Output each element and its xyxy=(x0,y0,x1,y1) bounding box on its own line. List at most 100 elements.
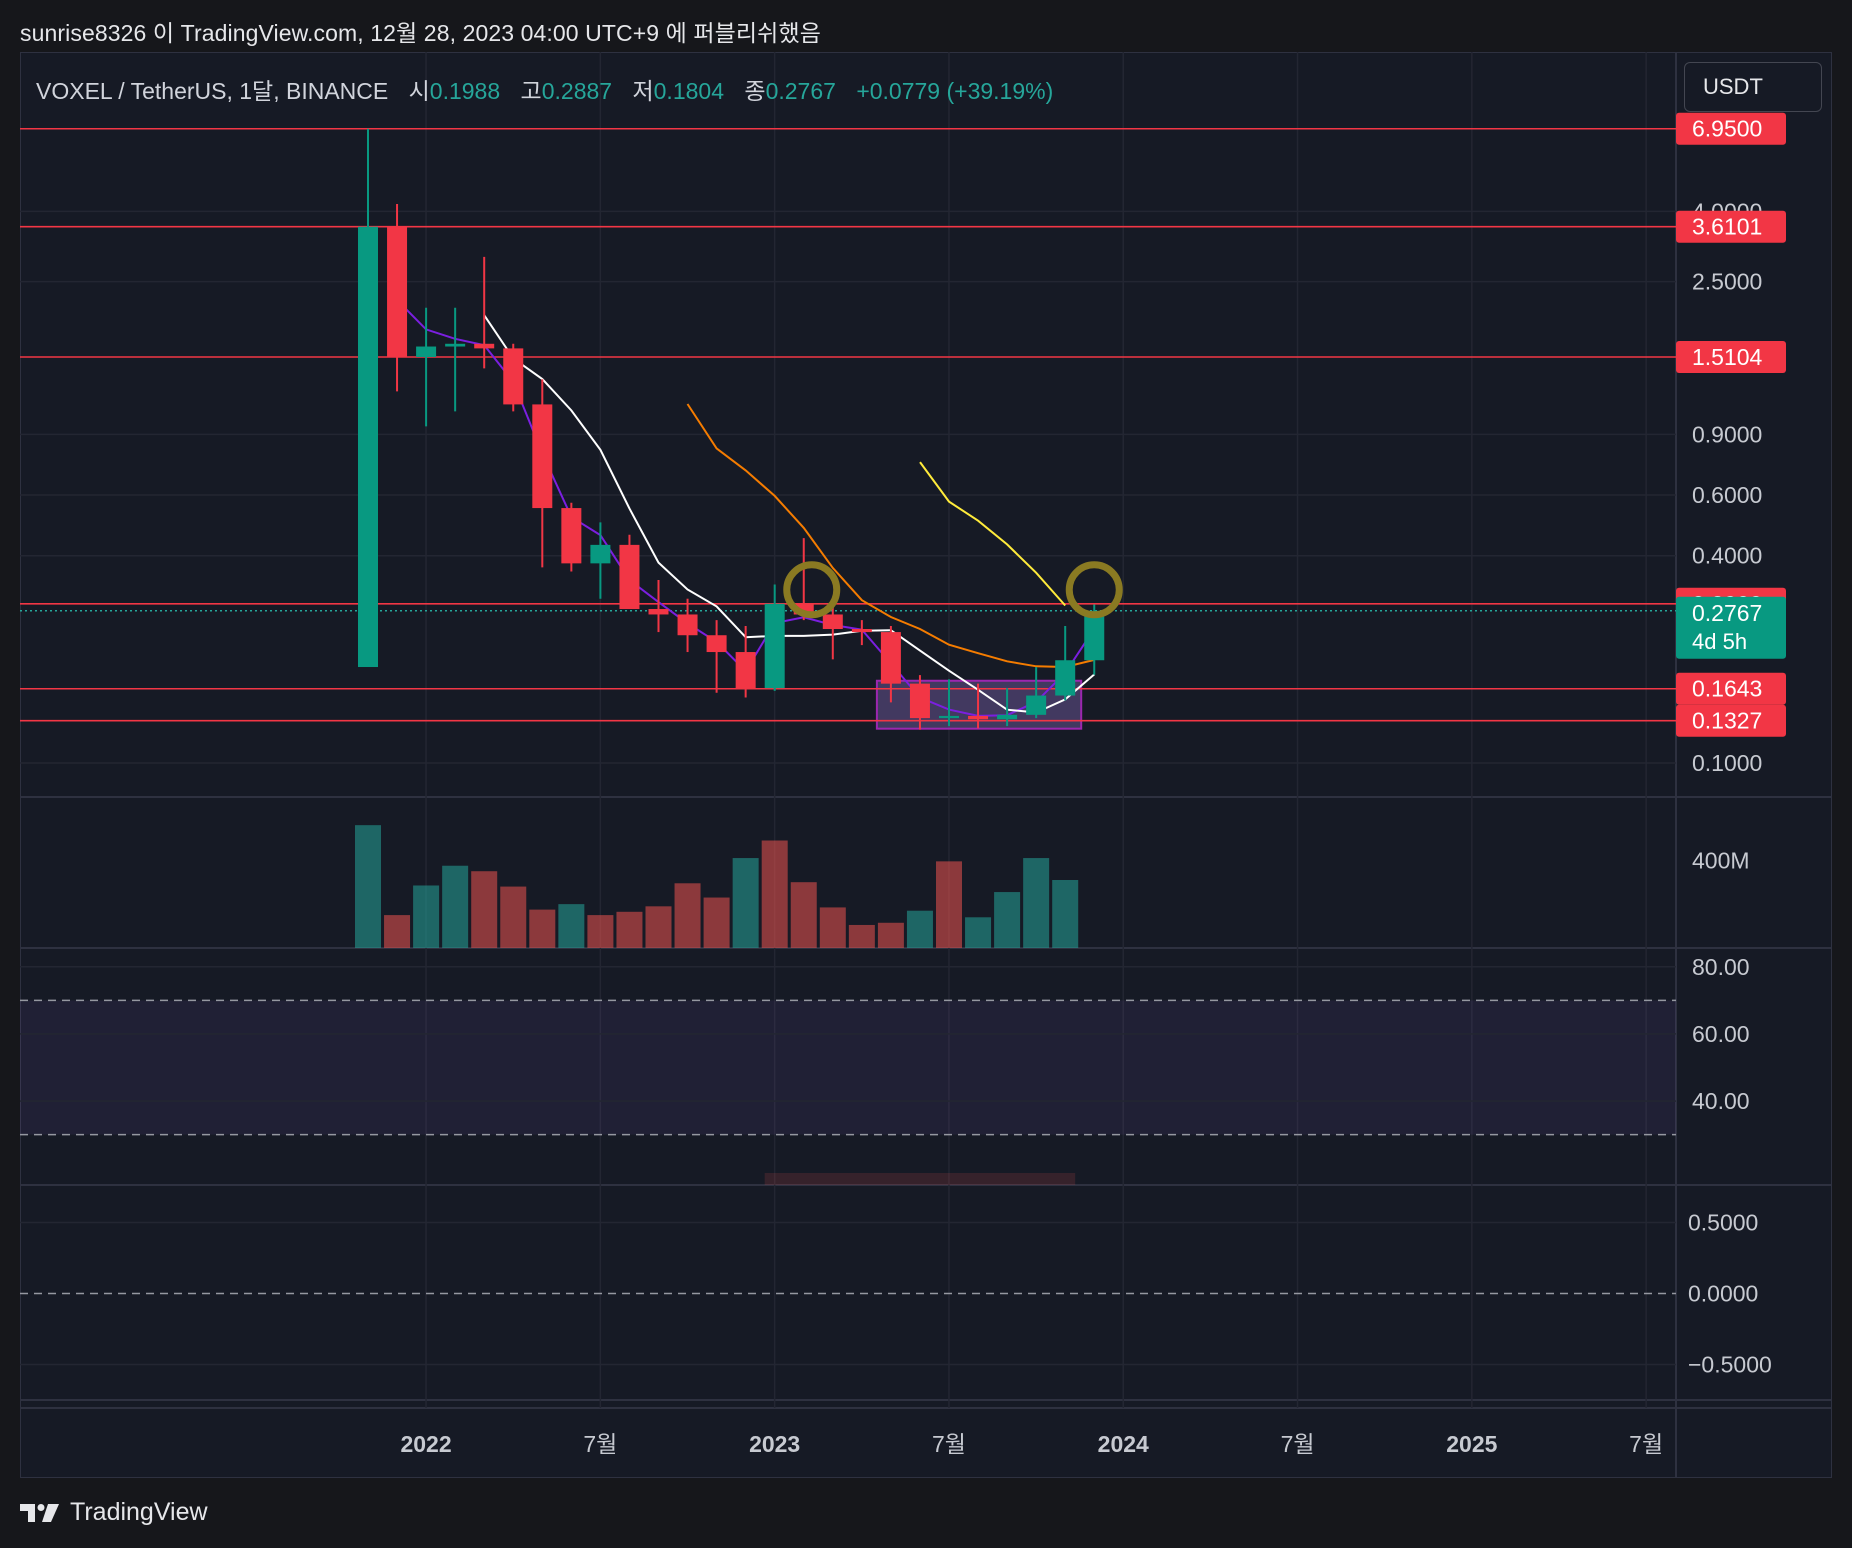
volume-bar xyxy=(384,915,411,948)
rsi-highlight xyxy=(764,1173,1076,1185)
level-label-bg xyxy=(1676,112,1786,145)
volume-bar xyxy=(877,922,904,948)
volume-bar xyxy=(1052,880,1079,948)
tradingview-logo-icon xyxy=(20,1503,59,1522)
candle-body xyxy=(735,652,756,689)
oscillator-axis-tick: 0.0000 xyxy=(1688,1281,1758,1307)
rsi-axis-tick: 80.00 xyxy=(1692,954,1750,980)
volume-bar xyxy=(848,924,875,948)
low-label: 저 xyxy=(632,78,654,104)
volume-bar xyxy=(355,825,381,948)
rsi-axis-tick: 40.00 xyxy=(1692,1088,1750,1114)
volume-bar xyxy=(558,904,585,948)
candle-body xyxy=(968,715,989,720)
price-axis-tick: 0.1000 xyxy=(1692,750,1762,776)
volume-bar xyxy=(413,885,440,948)
rsi-axis-tick: 60.00 xyxy=(1692,1021,1750,1047)
level-label: 6.9500 xyxy=(1692,116,1762,142)
candle-body xyxy=(822,614,843,629)
countdown-label: 4d 5h xyxy=(1692,629,1747,654)
level-label-bg xyxy=(1676,210,1786,243)
ma-line-slow xyxy=(919,461,1066,607)
rsi-band xyxy=(20,1000,1676,1135)
symbol-legend: VOXEL / TetherUS, 1달, BINANCE 시0.1988 고0… xyxy=(36,72,1053,106)
candle-body xyxy=(503,348,524,405)
candle-body xyxy=(764,603,785,689)
level-label: 1.5104 xyxy=(1692,344,1763,370)
candle-body xyxy=(880,632,901,684)
candle-body xyxy=(793,603,814,615)
candle-body xyxy=(706,635,727,653)
volume-bar xyxy=(442,865,469,948)
symbol-name[interactable]: VOXEL / TetherUS, 1달, BINANCE xyxy=(36,78,389,104)
low-value: 0.1804 xyxy=(653,78,724,104)
time-axis-tick: 2024 xyxy=(1098,1431,1149,1457)
level-label-bg xyxy=(1676,704,1786,737)
candle-body xyxy=(851,628,872,633)
change-value: +0.0779 (+39.19%) xyxy=(856,78,1054,104)
volume-bar xyxy=(732,858,759,948)
current-price-label: 0.2767 xyxy=(1692,600,1762,626)
time-axis-tick: 2025 xyxy=(1446,1431,1497,1457)
highlight-circle xyxy=(1065,561,1123,619)
level-label: 0.1643 xyxy=(1692,676,1762,702)
volume-bar xyxy=(616,911,643,948)
candle-body xyxy=(474,343,495,349)
volume-bar xyxy=(529,909,556,948)
candle-body xyxy=(416,346,437,358)
candle-body xyxy=(909,683,930,719)
volume-bar xyxy=(906,910,933,948)
volume-bar xyxy=(994,892,1021,948)
brand-name: TradingView xyxy=(70,1498,208,1526)
open-value: 0.1988 xyxy=(429,78,501,104)
time-axis-tick: 2022 xyxy=(400,1431,451,1457)
ma-line-mid xyxy=(686,403,1095,669)
high-value: 0.2887 xyxy=(541,78,613,104)
highlight-circle xyxy=(783,561,841,619)
candle-body xyxy=(561,508,582,564)
volume-axis-tick: 400M xyxy=(1692,847,1750,873)
candle-body xyxy=(619,544,640,610)
volume-bar xyxy=(819,907,846,948)
price-axis-tick: 0.6000 xyxy=(1692,482,1762,508)
volume-bar xyxy=(936,861,962,948)
level-label-bg xyxy=(1676,672,1786,705)
publish-info: sunrise8326 이 TradingView.com, 12월 28, 2… xyxy=(20,20,821,46)
currency-button[interactable]: USDT xyxy=(1684,62,1822,112)
volume-bar xyxy=(790,882,817,948)
candle-body xyxy=(445,343,466,347)
current-price-label-bg xyxy=(1676,596,1786,659)
time-axis-tick: 7월 xyxy=(1281,1431,1315,1457)
volume-bar xyxy=(703,897,730,948)
candle-body xyxy=(648,609,669,615)
chart-frame[interactable] xyxy=(20,52,1832,1478)
close-value: 0.2767 xyxy=(765,78,836,104)
time-axis-tick: 7월 xyxy=(583,1431,617,1457)
price-axis-tick: 0.9000 xyxy=(1692,421,1762,447)
candle-body xyxy=(532,404,553,509)
open-label: 시 xyxy=(408,78,430,104)
price-axis-tick: 0.4000 xyxy=(1692,543,1762,569)
price-axis-tick: 2.5000 xyxy=(1692,269,1762,295)
volume-bar xyxy=(645,906,672,948)
volume-bar xyxy=(471,871,498,948)
oscillator-axis-tick: 0.5000 xyxy=(1688,1210,1758,1236)
volume-bar xyxy=(965,917,992,948)
candle-body xyxy=(997,714,1018,720)
tradingview-brand[interactable]: TradingView xyxy=(20,1498,208,1527)
candle-body xyxy=(677,614,698,636)
ma-line-fast xyxy=(483,314,1095,714)
volume-bar xyxy=(500,886,527,948)
candle-body xyxy=(939,715,959,719)
volume-bar xyxy=(1023,858,1050,948)
oscillator-axis-tick: −0.5000 xyxy=(1688,1352,1772,1378)
candle-body xyxy=(1026,695,1047,715)
candle-body xyxy=(1084,610,1105,661)
level-label: 3.6101 xyxy=(1692,214,1762,240)
volume-bar xyxy=(761,840,788,948)
high-label: 고 xyxy=(520,78,542,104)
time-axis-tick: 7월 xyxy=(932,1431,966,1457)
level-label: 0.1327 xyxy=(1692,708,1762,734)
close-label: 종 xyxy=(744,78,766,104)
